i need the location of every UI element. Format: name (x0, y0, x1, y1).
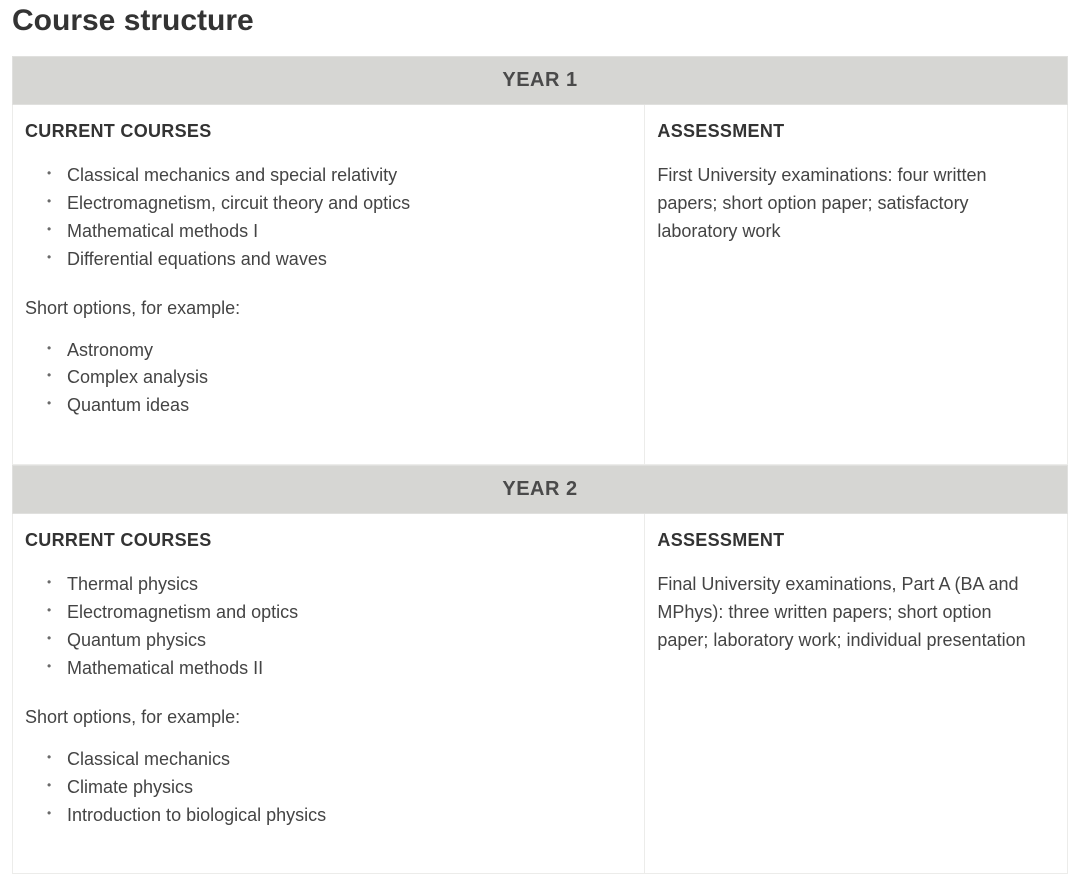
list-item: Thermal physics (61, 571, 632, 599)
list-item: Climate physics (61, 774, 632, 802)
list-item: Introduction to biological physics (61, 802, 632, 830)
year-1-assessment-heading: ASSESSMENT (657, 121, 1055, 142)
year-1-body: CURRENT COURSES Classical mechanics and … (12, 105, 1068, 465)
year-1-core-list: Classical mechanics and special relativi… (25, 162, 632, 274)
year-2-assessment-text: Final University examinations, Part A (B… (657, 571, 1027, 655)
year-1-assessment-column: ASSESSMENT First University examinations… (645, 105, 1067, 464)
year-2-body: CURRENT COURSES Thermal physics Electrom… (12, 514, 1068, 874)
year-1-options-intro: Short options, for example: (25, 298, 632, 319)
list-item: Differential equations and waves (61, 246, 632, 274)
list-item: Mathematical methods I (61, 218, 632, 246)
year-2-options-list: Classical mechanics Climate physics Intr… (25, 746, 632, 830)
year-1-assessment-text: First University examinations: four writ… (657, 162, 1027, 246)
year-2-core-list: Thermal physics Electromagnetism and opt… (25, 571, 632, 683)
year-2-options-intro: Short options, for example: (25, 707, 632, 728)
list-item: Quantum ideas (61, 392, 632, 420)
list-item: Mathematical methods II (61, 655, 632, 683)
year-1-courses-column: CURRENT COURSES Classical mechanics and … (13, 105, 645, 464)
list-item: Complex analysis (61, 364, 632, 392)
year-2-assessment-heading: ASSESSMENT (657, 530, 1055, 551)
year-1-block: YEAR 1 CURRENT COURSES Classical mechani… (12, 56, 1068, 465)
year-1-courses-heading: CURRENT COURSES (25, 121, 632, 142)
year-1-options-list: Astronomy Complex analysis Quantum ideas (25, 337, 632, 421)
year-2-header: YEAR 2 (12, 465, 1068, 514)
page-title: Course structure (12, 4, 1068, 38)
list-item: Electromagnetism, circuit theory and opt… (61, 190, 632, 218)
year-2-courses-column: CURRENT COURSES Thermal physics Electrom… (13, 514, 645, 873)
list-item: Quantum physics (61, 627, 632, 655)
year-2-courses-heading: CURRENT COURSES (25, 530, 632, 551)
year-2-assessment-column: ASSESSMENT Final University examinations… (645, 514, 1067, 873)
list-item: Classical mechanics (61, 746, 632, 774)
year-2-block: YEAR 2 CURRENT COURSES Thermal physics E… (12, 465, 1068, 874)
list-item: Astronomy (61, 337, 632, 365)
list-item: Electromagnetism and optics (61, 599, 632, 627)
list-item: Classical mechanics and special relativi… (61, 162, 632, 190)
year-1-header: YEAR 1 (12, 56, 1068, 105)
